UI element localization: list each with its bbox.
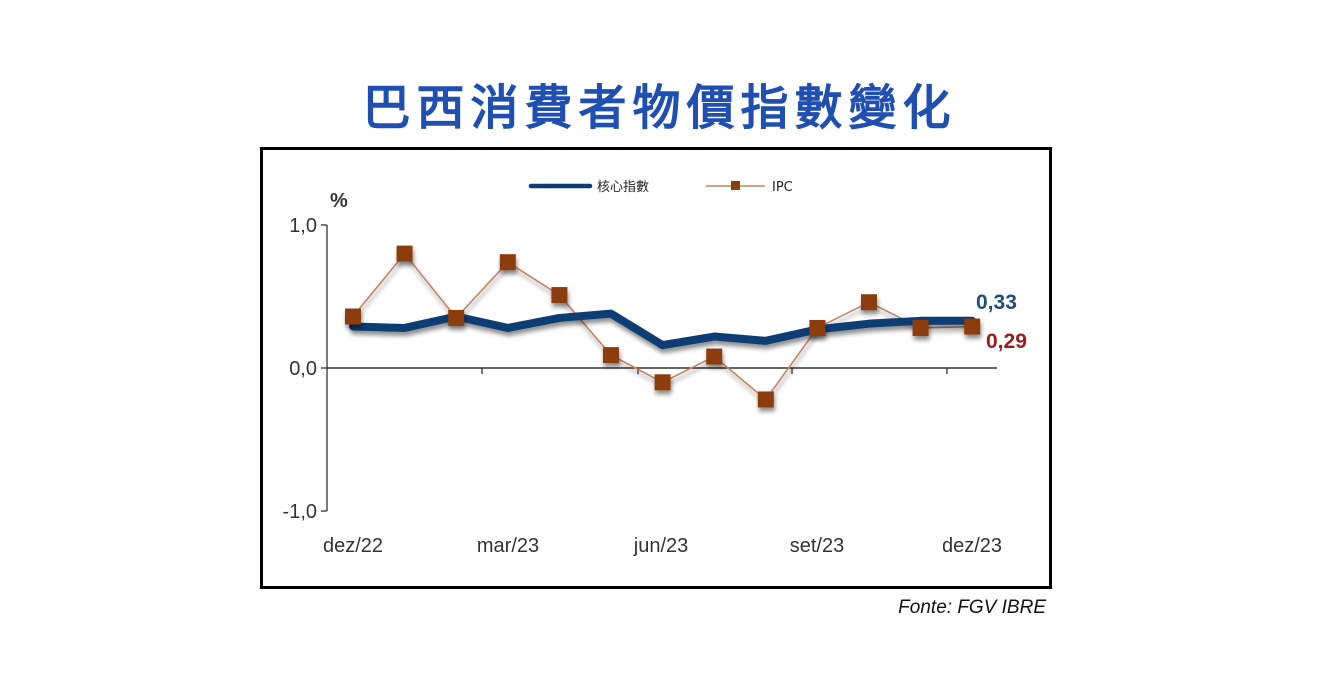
core-index-line [349,309,977,350]
page-title: 巴西消費者物價指數變化 [362,80,957,136]
y-tick-label: 0,0 [289,358,317,380]
source-note: Fonte: FGV IBRE [898,597,1046,618]
x-tick-label: dez/23 [942,535,1002,557]
ipc-marker [912,319,929,336]
ipc-marker [551,287,568,304]
chart-annotations: 0,33 0,29 [976,291,1027,353]
chart-series [345,245,981,408]
x-tick-label: dez/22 [323,535,383,557]
ipc-marker [757,391,774,408]
core-end-label: 0,33 [976,291,1017,314]
ipc-marker [448,309,465,326]
y-tick-label: -1,0 [283,501,317,523]
chart-legend: 核心指數 IPC [528,180,793,195]
y-tick-label: 1,0 [289,215,317,237]
ipc-marker [964,318,981,335]
ipc-marker [654,374,671,391]
ipc-marker [603,347,619,364]
ipc-marker [396,245,413,262]
ipc-marker [706,348,723,365]
ipc-marker [861,294,877,311]
chart-axes: 1,0 0,0 -1,0% dez/22 mar/23 jun/23 set/23 dez/2… [283,190,1003,557]
legend-ipc-label: IPC [772,180,793,195]
x-tick-label: set/23 [790,535,844,557]
chart-frame: 1,0 0,0 -1,0% dez/22 mar/23 jun/23 set/23 dez/2… [260,147,1052,589]
y-axis-unit: % [330,190,348,212]
ipc-marker [499,254,516,271]
ipc-marker [345,308,361,325]
x-tick-label: mar/23 [477,535,539,557]
x-tick-label: jun/23 [633,535,689,557]
ipc-marker [809,319,826,336]
line-chart: 1,0 0,0 -1,0% dez/22 mar/23 jun/23 set/23 dez/2… [283,180,1027,557]
ipc-end-label: 0,29 [986,330,1027,353]
legend-core-label: 核心指數 [597,180,649,195]
